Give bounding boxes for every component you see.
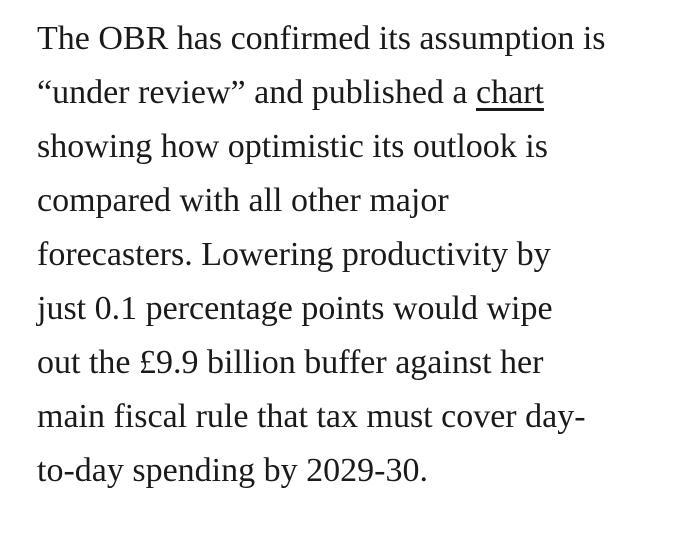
paragraph-line: out the £9.9 billion buffer against her — [37, 344, 544, 381]
chart-link[interactable]: chart — [476, 74, 544, 111]
paragraph-line: showing how optimistic its outlook is — [37, 128, 548, 165]
paragraph-line: main fiscal rule that tax must cover day… — [37, 398, 586, 435]
paragraph-line: to-day spending by 2029-30. — [37, 452, 428, 489]
paragraph-line-text: “under review” and published a — [37, 74, 476, 111]
paragraph-line: forecasters. Lowering productivity by — [37, 236, 551, 273]
paragraph-line: The OBR has confirmed its assumption is — [37, 20, 606, 57]
article-paragraph: The OBR has confirmed its assumption is … — [37, 20, 652, 489]
paragraph-line: just 0.1 percentage points would wipe — [37, 290, 553, 327]
paragraph-line: “under review” and published a chart — [37, 66, 652, 120]
paragraph-line: compared with all other major — [37, 182, 449, 219]
